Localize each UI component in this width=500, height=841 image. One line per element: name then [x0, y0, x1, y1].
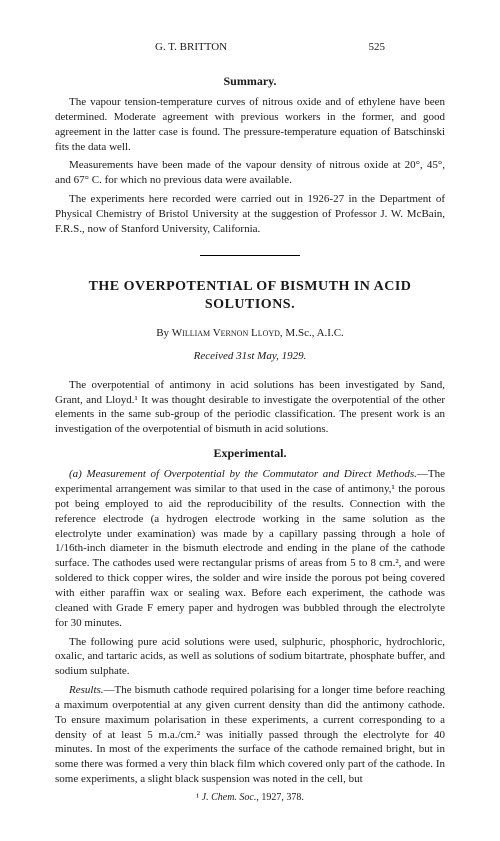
summary-para-1: The vapour tension-temperature curves of…	[55, 95, 445, 154]
author-name: William Vernon Lloyd	[172, 327, 280, 339]
results-body: —The bismuth cathode required polarising…	[55, 684, 445, 785]
subsection-a-label: (a) Measurement of Overpotential by the …	[69, 468, 417, 480]
footnote-journal: J. Chem. Soc.	[202, 792, 257, 803]
footnote-ref: , 1927, 378.	[256, 792, 304, 803]
header-author: G. T. BRITTON	[155, 40, 227, 55]
byline: By William Vernon Lloyd, M.Sc., A.I.C.	[55, 326, 445, 341]
results-para: Results.—The bismuth cathode required po…	[55, 683, 445, 787]
footnote: ¹ J. Chem. Soc., 1927, 378.	[55, 791, 445, 805]
subsection-a-body: —The experimental arrangement was simila…	[55, 468, 445, 628]
author-credentials: , M.Sc., A.I.C.	[280, 327, 344, 339]
received-date: Received 31st May, 1929.	[55, 349, 445, 364]
by-prefix: By	[156, 327, 172, 339]
section-divider	[200, 255, 300, 256]
experimental-heading: Experimental.	[55, 445, 445, 461]
summary-para-2: Measurements have been made of the vapou…	[55, 158, 445, 188]
header-page-number: 525	[369, 40, 386, 55]
intro-para: The overpotential of antimony in acid so…	[55, 378, 445, 437]
results-label: Results.	[69, 684, 104, 696]
footnote-text: ¹ J. Chem. Soc., 1927, 378.	[196, 792, 304, 803]
subsection-a: (a) Measurement of Overpotential by the …	[55, 467, 445, 630]
summary-heading: Summary.	[55, 73, 445, 89]
summary-para-3: The experiments here recorded were carri…	[55, 192, 445, 237]
running-header: G. T. BRITTON 525	[55, 40, 445, 55]
page-container: G. T. BRITTON 525 Summary. The vapour te…	[0, 0, 500, 834]
acids-para: The following pure acid solutions were u…	[55, 635, 445, 680]
paper-title: THE OVERPOTENTIAL OF BISMUTH IN ACID SOL…	[75, 278, 425, 314]
